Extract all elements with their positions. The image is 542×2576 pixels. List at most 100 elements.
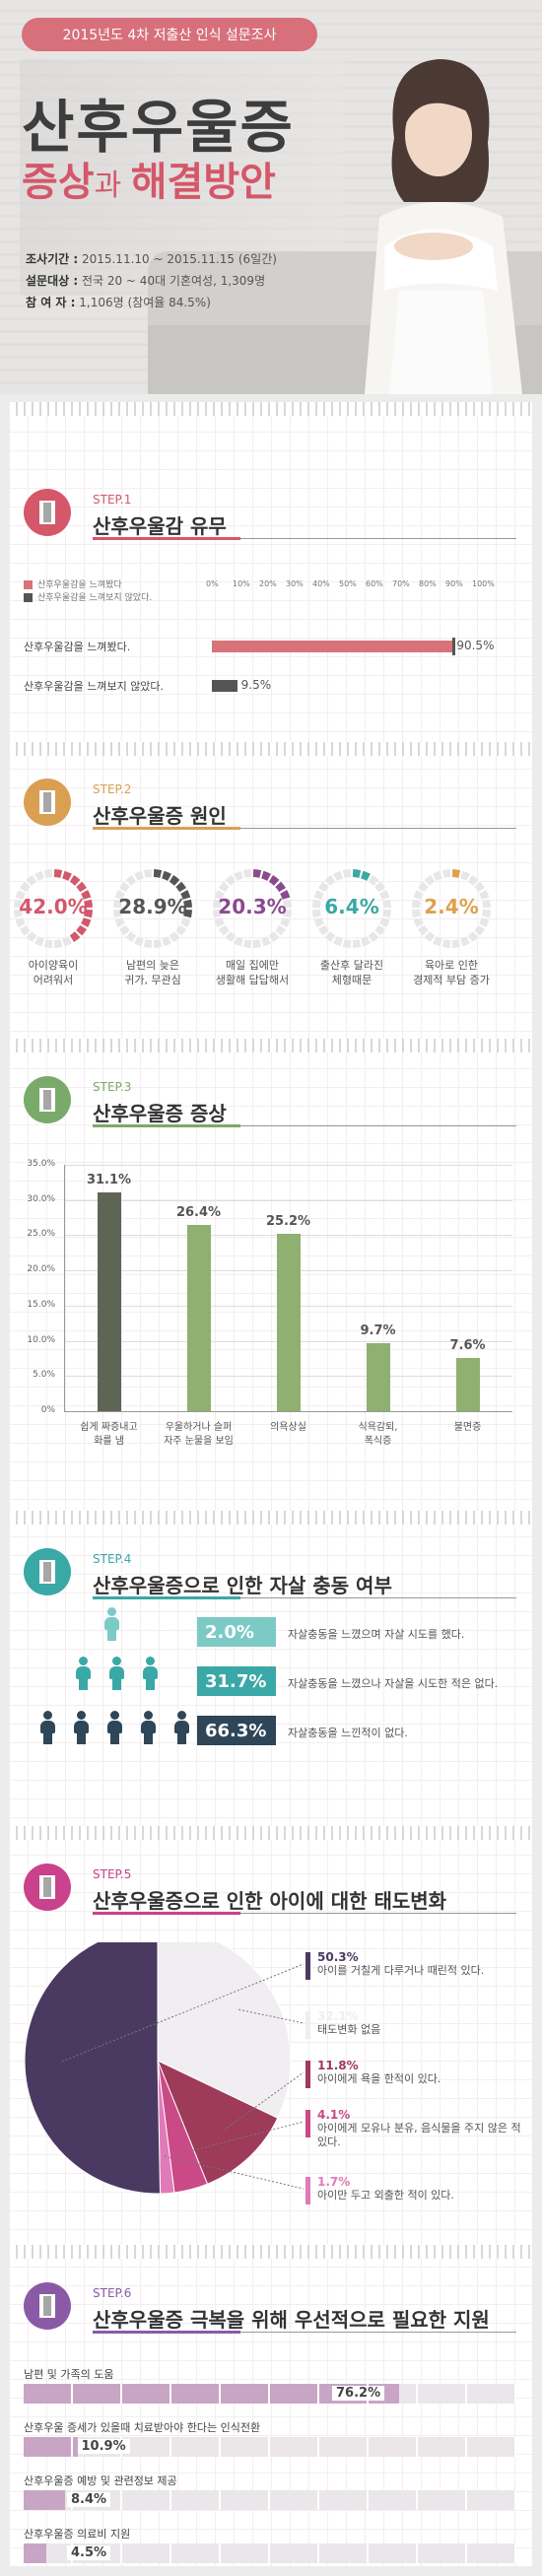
step5-leader-line bbox=[61, 1963, 305, 2063]
step2-donut-segment bbox=[368, 874, 379, 886]
step2-donut bbox=[14, 869, 93, 948]
step2-donut-segment bbox=[218, 924, 230, 936]
step2-donut-segment bbox=[342, 869, 352, 878]
step1-axis-tick: 80% bbox=[419, 579, 437, 588]
step5-label-value: 32.1% bbox=[317, 2009, 359, 2023]
step4-percent-box: 66.3% bbox=[197, 1716, 276, 1745]
step5-pie-slice bbox=[157, 2059, 279, 2185]
step6-bar-fill bbox=[24, 2543, 46, 2563]
person-icon bbox=[73, 1711, 89, 1744]
step6-bar-track bbox=[24, 2384, 516, 2404]
step2-donut-segment bbox=[324, 874, 336, 886]
step2-donut-segment bbox=[361, 936, 371, 947]
step5-leader-line bbox=[223, 2071, 305, 2132]
step2-donut-segment bbox=[125, 874, 137, 886]
step2-donut-segment bbox=[62, 936, 72, 947]
step5-label: 4.1% 아이에게 모유나 분유, 음식물을 주지 않은 적 있다. bbox=[317, 2108, 524, 2149]
step6-section: STEP.6 산후우울증 극복을 위해 우선적으로 필요한 지원 남편 및 가족… bbox=[10, 2282, 532, 2563]
step3-category-label: 식욕감퇴, bbox=[358, 1422, 398, 1433]
step3-section: STEP.3 산후우울증 증상 35.0% 30.0% 25.0% 20.0% 15.0… bbox=[10, 1076, 532, 1510]
step2-donut-segment bbox=[312, 899, 321, 909]
step2-donut-segment bbox=[275, 881, 287, 893]
step3-gridline bbox=[64, 1165, 512, 1166]
step3-category-label: 자주 눈물을 보임 bbox=[164, 1436, 234, 1447]
step4-underline bbox=[93, 1596, 516, 1599]
step2-donut-segment bbox=[213, 909, 222, 918]
person-body bbox=[109, 1666, 124, 1679]
step5-label-marker bbox=[305, 2177, 310, 2204]
step3-y-tick: 20.0% bbox=[27, 1264, 55, 1275]
step1-axis-tick: 60% bbox=[366, 579, 383, 588]
step2-donut bbox=[113, 869, 192, 948]
step5-leader-line bbox=[164, 2155, 305, 2190]
step2-donut-segment bbox=[268, 931, 280, 943]
step1-underline-accent bbox=[93, 537, 240, 540]
step2-donut-segment bbox=[214, 890, 225, 900]
step2-donut-segment bbox=[451, 869, 461, 878]
step1-underline bbox=[93, 537, 516, 540]
step2-donut-value: 42.0% bbox=[19, 895, 88, 918]
step2-donut-segment bbox=[118, 881, 130, 893]
step1-bar bbox=[212, 638, 456, 655]
step2-donut-segment bbox=[180, 890, 191, 900]
step2-donut-segment bbox=[34, 936, 44, 947]
person-legs bbox=[144, 1732, 153, 1744]
person-head bbox=[177, 1711, 186, 1720]
door-icon bbox=[24, 2282, 71, 2330]
person-body bbox=[74, 1721, 89, 1733]
step2-donut-segment bbox=[118, 924, 130, 936]
step5-label-desc: 아이에게 욕을 한적이 있다. bbox=[317, 2072, 441, 2085]
step2-donut-segment bbox=[317, 881, 329, 893]
step3-gridline bbox=[64, 1411, 512, 1412]
step1-title: 산후우울감 유무 bbox=[93, 514, 227, 538]
step6-title: 산후우울증 극복을 위해 우선적으로 필요한 지원 bbox=[93, 2308, 490, 2332]
step2-donut-value: 2.4% bbox=[424, 895, 479, 918]
step6-bar-track bbox=[24, 2437, 516, 2457]
survey-badge: 2015년도 4차 저출산 인식 설문조사 bbox=[22, 18, 317, 51]
step2-donut-segment bbox=[153, 939, 163, 948]
step2-donut-segment bbox=[175, 924, 187, 936]
person-body bbox=[174, 1721, 189, 1733]
step1-axis-tick: 90% bbox=[445, 579, 463, 588]
step3-bar-value: 9.7% bbox=[360, 1322, 396, 1338]
step3-bar-value: 7.6% bbox=[449, 1337, 486, 1353]
header-banner: 2015년도 4차 저출산 인식 설문조사 산후우울증 증상과 해결방안 조사기… bbox=[0, 0, 542, 394]
step6-bar-fill bbox=[24, 2384, 399, 2404]
step2-donut-segment bbox=[114, 890, 125, 900]
step4-description: 자살충동을 느낀적이 없다. bbox=[288, 1727, 408, 1739]
step3-bar bbox=[97, 1191, 121, 1411]
step4-section: STEP.4 산후우울증으로 인한 자살 충동 여부 2.0% 자살충동을 느꼈으… bbox=[10, 1548, 532, 1824]
step3-bar bbox=[276, 1234, 301, 1411]
step2-donut-segment bbox=[474, 924, 486, 936]
step2-donut-segment bbox=[234, 936, 243, 947]
stitch-divider bbox=[10, 402, 532, 416]
step2-donut-segment bbox=[479, 890, 490, 900]
person-legs bbox=[107, 1629, 116, 1641]
step1-legend-item: 산후우울감을 느껴봤다 bbox=[24, 577, 122, 590]
step6-row-label: 산후우울 증세가 있을때 치료받아야 한다는 인식전환 bbox=[24, 2421, 261, 2434]
step2-donut-value: 6.4% bbox=[324, 895, 379, 918]
stitch-divider bbox=[10, 742, 532, 756]
step1-row-label: 산후우울감을 느껴봤다. bbox=[24, 641, 131, 653]
step2-donut-segment bbox=[342, 939, 352, 948]
step2-donut-segment bbox=[374, 881, 386, 893]
step1-bar-cap bbox=[452, 638, 456, 655]
step2-donut-segment bbox=[379, 917, 390, 927]
step2-donut-segment bbox=[19, 924, 31, 936]
step2-donut-segment bbox=[218, 881, 230, 893]
step2-donut-segment bbox=[482, 899, 491, 909]
step2-donut-segment bbox=[252, 869, 262, 878]
step6-underline-accent bbox=[93, 2331, 240, 2334]
step2-donut-segment bbox=[379, 890, 390, 900]
step6-label: STEP.6 bbox=[93, 2286, 132, 2300]
step5-label-desc: 아이만 두고 외출한 적이 있다. bbox=[317, 2189, 454, 2202]
step2-donut-segment bbox=[134, 936, 144, 947]
step2-donut-segment bbox=[69, 931, 81, 943]
step2-donut-segment bbox=[417, 881, 429, 893]
step3-y-axis bbox=[64, 1165, 65, 1411]
step2-donut-segment bbox=[424, 931, 436, 943]
subtitle-part-symptom: 증상 bbox=[22, 160, 95, 205]
step2-donut-segment bbox=[424, 874, 436, 886]
step3-category-label: 폭식증 bbox=[364, 1436, 392, 1447]
step4-description: 자살충동을 느꼈으며 자살 시도를 했다. bbox=[288, 1628, 465, 1641]
